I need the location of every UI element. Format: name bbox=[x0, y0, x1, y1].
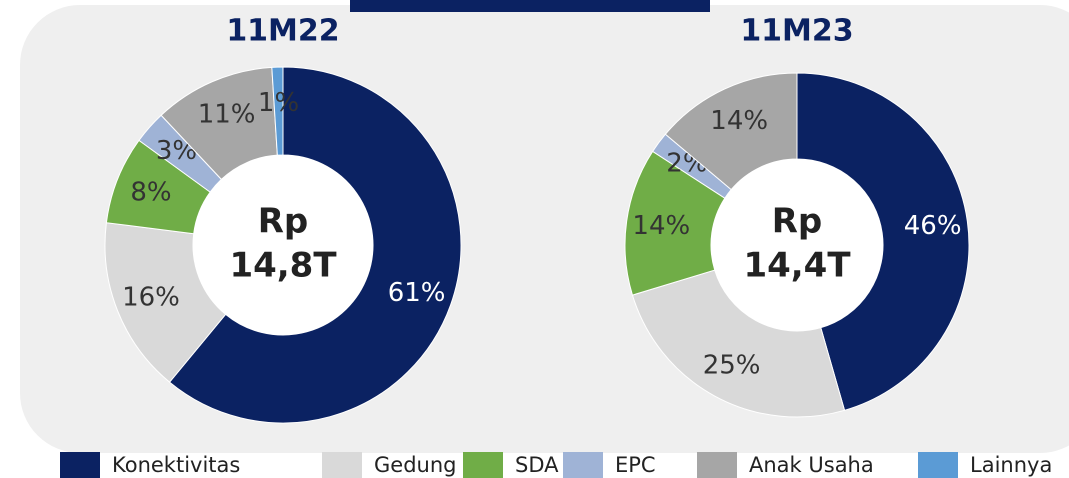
center-label: 14,8T bbox=[229, 246, 337, 286]
legend-label: Gedung bbox=[374, 453, 456, 477]
legend-label: Lainnya bbox=[970, 453, 1052, 477]
chart-title: 11M22 bbox=[226, 14, 339, 49]
chart-title: 11M23 bbox=[740, 14, 853, 49]
label-unit: % bbox=[736, 350, 761, 380]
slice-label: 16% bbox=[122, 282, 180, 312]
label-value: 11 bbox=[198, 99, 231, 129]
label-value: 8 bbox=[130, 177, 147, 207]
slice-label: 25% bbox=[703, 350, 761, 380]
label-value: 61 bbox=[388, 278, 421, 308]
label-unit: % bbox=[421, 278, 446, 308]
legend-label: EPC bbox=[615, 453, 656, 477]
slice-label: 8% bbox=[130, 177, 171, 207]
label-value: 1 bbox=[258, 88, 275, 118]
label-value: 14 bbox=[710, 105, 743, 135]
label-unit: % bbox=[231, 99, 256, 129]
center-label: Rp bbox=[772, 202, 823, 242]
slice-label: 11% bbox=[198, 99, 256, 129]
legend-swatch bbox=[697, 452, 737, 478]
slice-label: 61% bbox=[388, 278, 446, 308]
legend-label: SDA bbox=[515, 453, 559, 477]
slice-label: 14% bbox=[710, 105, 768, 135]
label-unit: % bbox=[743, 105, 768, 135]
label-value: 25 bbox=[703, 350, 736, 380]
legend-swatch bbox=[463, 452, 503, 478]
legend-label: Anak Usaha bbox=[749, 453, 874, 477]
label-value: 46 bbox=[904, 210, 937, 240]
slice-label: 14% bbox=[632, 210, 690, 240]
center-hole bbox=[193, 155, 373, 335]
label-unit: % bbox=[274, 88, 299, 118]
slice-label: 46% bbox=[904, 210, 962, 240]
label-unit: % bbox=[937, 210, 962, 240]
label-value: 3 bbox=[156, 136, 173, 166]
legend-swatch bbox=[322, 452, 362, 478]
header-bar bbox=[350, 0, 710, 12]
legend-swatch bbox=[918, 452, 958, 478]
label-value: 16 bbox=[122, 282, 155, 312]
center-hole bbox=[711, 159, 883, 331]
center-label: Rp bbox=[258, 202, 309, 242]
label-value: 2 bbox=[666, 148, 683, 178]
legend-swatch bbox=[563, 452, 603, 478]
slice-label: 1% bbox=[258, 88, 299, 118]
legend-swatch bbox=[60, 452, 100, 478]
center-label: 14,4T bbox=[743, 246, 851, 286]
label-unit: % bbox=[155, 282, 180, 312]
label-unit: % bbox=[147, 177, 172, 207]
legend-label: Konektivitas bbox=[112, 453, 240, 477]
label-value: 14 bbox=[632, 210, 665, 240]
label-unit: % bbox=[666, 210, 691, 240]
